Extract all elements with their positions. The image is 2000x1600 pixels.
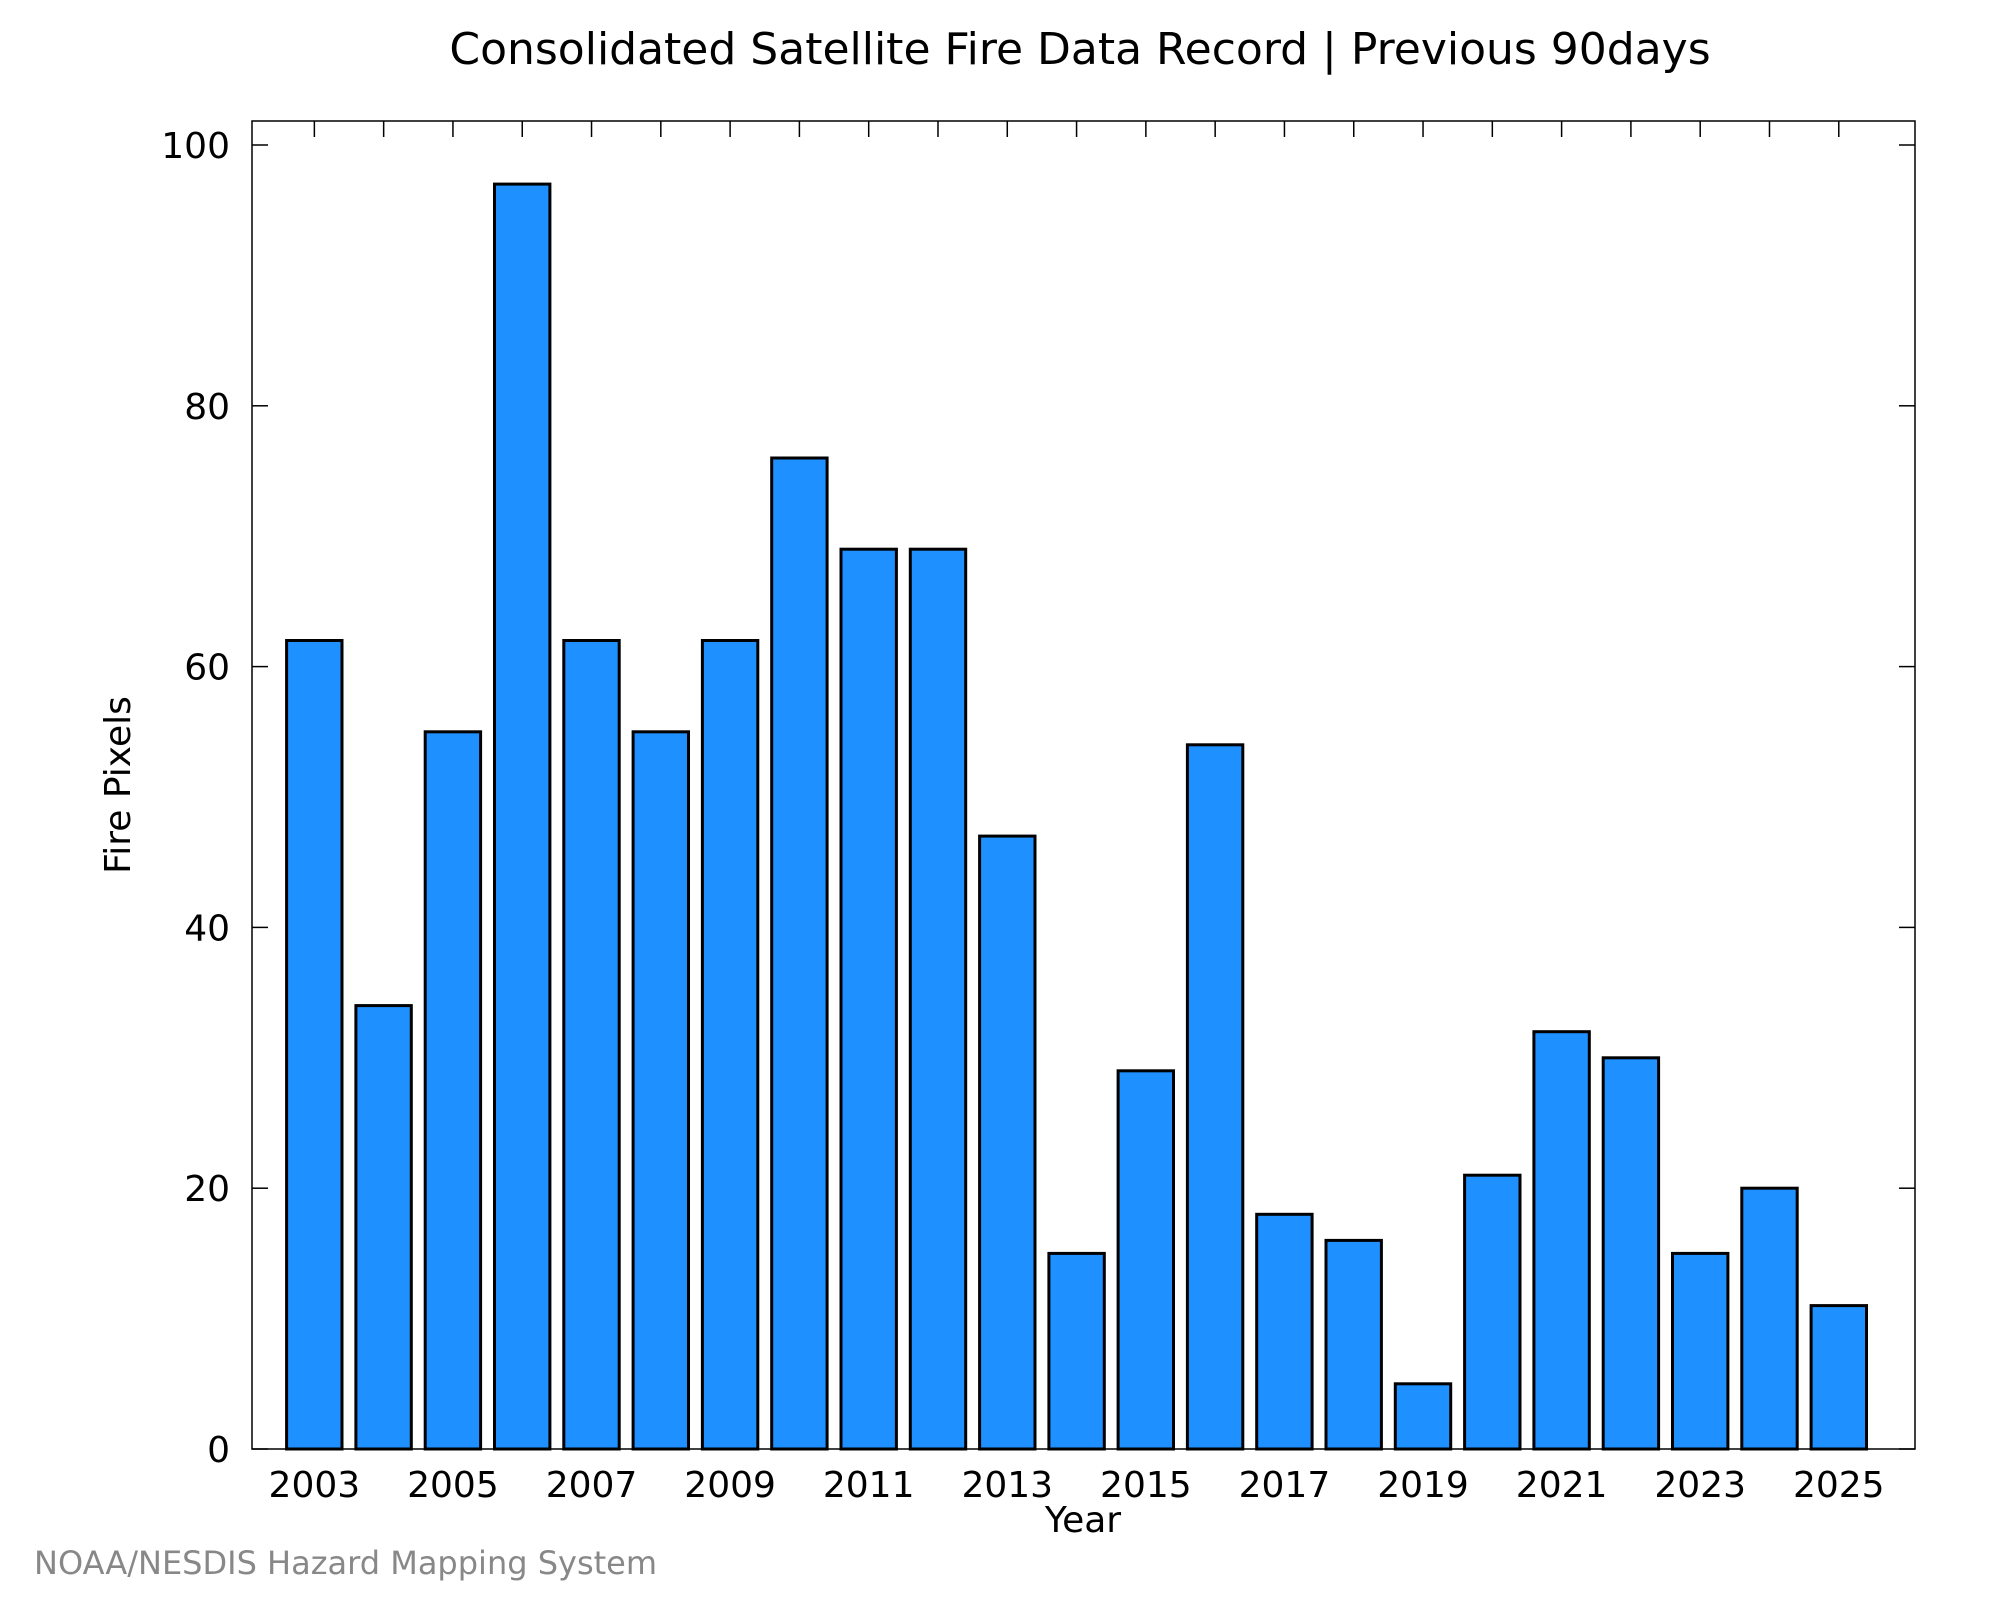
x-tick-label: 2023 — [1654, 1465, 1746, 1506]
y-axis-label: Fire Pixels — [98, 696, 139, 874]
bar-2007 — [562, 639, 621, 1451]
y-tick-label: 0 — [207, 1430, 230, 1471]
x-axis-ticks: 2003 2005 2007 2009 2011 2013 2015 2017 2019 2021… — [269, 121, 1885, 1506]
bar-2017 — [1255, 1212, 1314, 1451]
chart-title: Consolidated Satellite Fire Data Record … — [449, 24, 1710, 75]
y-tick-label: 60 — [184, 648, 230, 689]
x-tick-label: 2015 — [1100, 1465, 1192, 1506]
bar-2003 — [285, 639, 344, 1451]
bar-2014 — [1047, 1251, 1106, 1451]
x-tick-label: 2021 — [1516, 1465, 1608, 1506]
bar-2020 — [1463, 1173, 1522, 1451]
x-tick-label: 2025 — [1793, 1465, 1885, 1506]
y-tick-label: 100 — [161, 126, 230, 167]
y-axis-ticks: 0 20 40 60 80 100 — [161, 126, 1915, 1471]
credit-text: NOAA/NESDIS Hazard Mapping System — [34, 1544, 657, 1582]
y-tick-label: 40 — [184, 908, 230, 949]
bar-2010 — [770, 456, 829, 1451]
bar-2025 — [1809, 1304, 1868, 1451]
bar-2022 — [1601, 1056, 1661, 1451]
x-tick-label: 2019 — [1377, 1465, 1469, 1506]
x-tick-label: 2013 — [961, 1465, 1053, 1506]
bar-2019 — [1393, 1382, 1453, 1451]
bar-2021 — [1532, 1030, 1591, 1451]
bar-2004 — [354, 1004, 413, 1451]
x-tick-label: 2011 — [823, 1465, 915, 1506]
bar-2018 — [1324, 1238, 1383, 1451]
x-tick-label: 2009 — [684, 1465, 776, 1506]
bar-2023 — [1671, 1251, 1730, 1451]
bar-series — [285, 182, 1868, 1451]
x-tick-label: 2017 — [1239, 1465, 1331, 1506]
bar-2008 — [631, 730, 690, 1451]
bar-2009 — [700, 639, 760, 1451]
x-tick-label: 2005 — [407, 1465, 499, 1506]
x-tick-label: 2007 — [546, 1465, 638, 1506]
bar-2024 — [1740, 1186, 1799, 1451]
bar-2013 — [978, 834, 1037, 1451]
x-tick-label: 2003 — [269, 1465, 361, 1506]
bar-2006 — [493, 182, 552, 1451]
bar-2005 — [423, 730, 483, 1451]
bar-2016 — [1185, 743, 1245, 1451]
y-tick-label: 80 — [184, 387, 230, 428]
bar-2012 — [908, 547, 968, 1451]
x-axis-label: Year — [1044, 1500, 1121, 1541]
bar-2011 — [839, 547, 898, 1451]
bar-2015 — [1116, 1069, 1175, 1451]
y-tick-label: 20 — [184, 1169, 230, 1210]
